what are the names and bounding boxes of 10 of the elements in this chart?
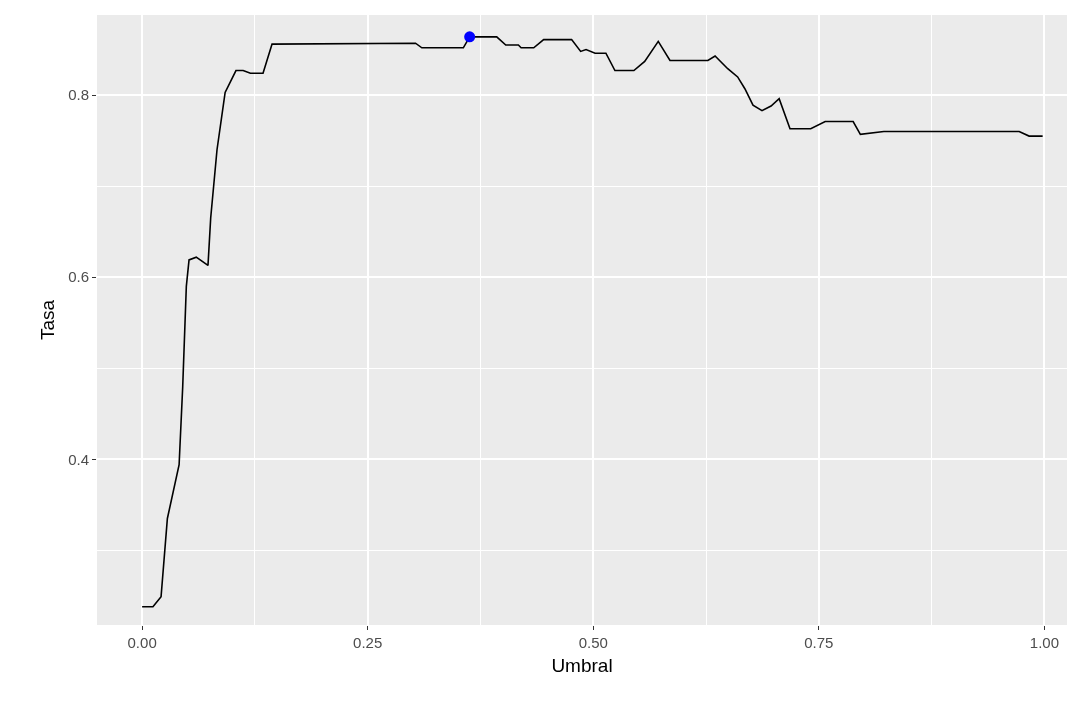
x-tick-label: 0.00: [127, 634, 157, 651]
x-tick-label: 0.50: [578, 634, 608, 651]
y-tick-label: 0.4: [68, 450, 89, 468]
y-tick-label: 0.8: [68, 86, 89, 104]
x-tick-label: 0.25: [353, 634, 383, 651]
x-axis-title: Umbral: [551, 654, 613, 676]
x-tick-label: 1.00: [1029, 634, 1060, 651]
x-tick-label: 0.75: [804, 634, 834, 651]
y-tick-label: 0.6: [68, 268, 89, 286]
y-axis-title: Tasa: [36, 299, 58, 341]
